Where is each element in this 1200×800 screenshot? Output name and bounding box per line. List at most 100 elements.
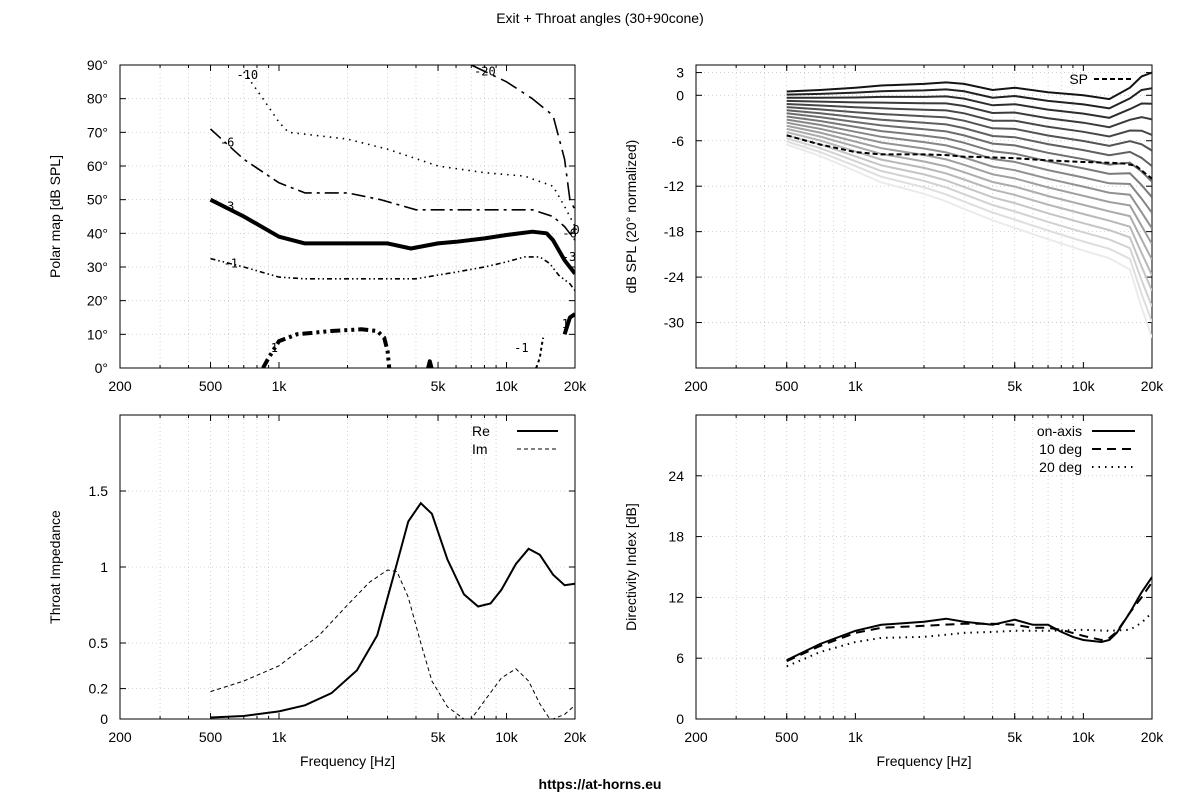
angle-response-line	[786, 134, 1152, 292]
angle-response-line	[786, 95, 1152, 119]
x-tick-label: 10k	[1072, 378, 1096, 394]
angle-response-line	[786, 99, 1152, 129]
contour-label: -3	[220, 199, 234, 213]
plot-frame	[695, 64, 1153, 369]
plot-frame	[695, 414, 1153, 720]
y-tick-label: -30	[664, 315, 684, 331]
angle-response-line	[786, 109, 1152, 167]
x-tick-label: 10k	[495, 729, 519, 745]
y-tick-label: 30°	[87, 259, 108, 275]
contour-label: 1	[271, 341, 278, 355]
y-tick-label: 0	[676, 711, 684, 727]
series-line-sp	[786, 134, 1152, 180]
contour-line	[470, 65, 575, 211]
y-tick-label: -6	[672, 133, 685, 149]
plot-frame	[119, 414, 576, 720]
contour-label: 0	[572, 223, 579, 237]
angle-response-line	[786, 106, 1152, 152]
x-axis-label: Frequency [Hz]	[877, 753, 972, 769]
angle-response-line	[786, 124, 1152, 245]
figure-title: Exit + Throat angles (30+90cone)	[496, 10, 704, 26]
legend-label: 20 deg	[1039, 459, 1082, 475]
legend-label: 10 deg	[1039, 441, 1082, 457]
angle-response-line	[786, 143, 1152, 339]
angle-response-line	[786, 118, 1152, 214]
x-tick-label: 1k	[848, 729, 864, 745]
contour-label: -1	[223, 257, 237, 271]
y-tick-label: -12	[664, 178, 684, 194]
y-axis-label: Directivity Index [dB]	[623, 503, 639, 631]
y-tick-label: 1	[100, 559, 108, 575]
chart-di: 200 500 1k 5k 10k 20k 0 6 12 18 24 Directivity Inde…	[623, 414, 1165, 769]
angle-response-line	[786, 71, 1152, 101]
contour-line	[209, 197, 575, 275]
y-axis-label: Throat Impedance	[47, 510, 63, 624]
chart-polar: 200 500 1k 5k 10k 20k 0° 10° 20° 30° 40° 50° 60° 70° 8…	[47, 57, 587, 394]
footer-url: https://at-horns.eu	[539, 776, 662, 792]
contour-line	[535, 337, 545, 368]
series-line-di	[786, 581, 1152, 663]
y-tick-label: 1.5	[89, 483, 109, 499]
angle-response-line	[786, 140, 1152, 323]
y-axis-label: dB SPL (20° normalized)	[623, 140, 639, 294]
x-tick-label: 5k	[431, 729, 447, 745]
x-tick-label: 20k	[1141, 378, 1165, 394]
x-tick-label: 500	[199, 378, 223, 394]
angle-response-line	[786, 115, 1152, 198]
y-tick-label: 0.2	[89, 681, 109, 697]
y-tick-label: 6	[676, 650, 684, 666]
contour-line	[426, 359, 434, 368]
x-tick-label: 20k	[1141, 729, 1165, 745]
x-tick-label: 500	[775, 729, 799, 745]
x-tick-label: 20k	[564, 378, 588, 394]
x-tick-label: 10k	[1072, 729, 1096, 745]
y-tick-label: 70°	[87, 124, 108, 140]
x-tick-label: 5k	[431, 378, 447, 394]
contour-line	[562, 312, 575, 335]
contour-line	[210, 256, 575, 292]
angle-response-line	[786, 103, 1152, 138]
series-line-di	[786, 576, 1152, 662]
x-tick-label: 20k	[564, 729, 588, 745]
series-line-re	[210, 501, 575, 719]
series-group	[210, 501, 575, 719]
x-tick-label: 1k	[272, 378, 288, 394]
series-line-im	[210, 569, 575, 719]
legend-label: Re	[472, 423, 490, 439]
angle-response-line	[786, 127, 1152, 261]
y-axis-label: Polar map [dB SPL]	[47, 155, 63, 278]
series-group	[209, 65, 575, 368]
y-tick-label: 0.5	[89, 635, 109, 651]
x-tick-label: 200	[108, 729, 132, 745]
x-tick-label: 1k	[272, 729, 288, 745]
x-axis-label: Frequency [Hz]	[300, 753, 395, 769]
y-tick-label: -24	[664, 269, 684, 285]
x-tick-label: 500	[199, 729, 223, 745]
y-tick-label: 24	[668, 468, 684, 484]
y-tick-label: 50°	[87, 192, 108, 208]
angle-response-line	[786, 131, 1152, 276]
y-tick-label: 10°	[87, 326, 108, 342]
contour-label: 1	[562, 317, 569, 331]
contour-label: -6	[220, 135, 234, 149]
contour-line	[209, 128, 575, 241]
series-line-di	[786, 611, 1152, 668]
contour-label: -3	[562, 250, 576, 264]
contour-line	[261, 327, 392, 368]
x-tick-label: 10k	[495, 378, 519, 394]
chart-spl: 200 500 1k 5k 10k 20k 3 0 -6 -12 -18 -24 -30 dB SPL (…	[623, 64, 1165, 394]
x-tick-label: 200	[684, 729, 708, 745]
contour-label: -10	[236, 68, 258, 82]
x-tick-label: 5k	[1007, 378, 1023, 394]
angle-response-line	[786, 137, 1152, 307]
y-tick-label: 18	[668, 529, 684, 545]
x-tick-label: 200	[108, 378, 132, 394]
y-tick-label: 0	[100, 711, 108, 727]
y-tick-label: 80°	[87, 91, 108, 107]
y-tick-label: -18	[664, 224, 684, 240]
plot-frame	[119, 64, 576, 369]
contour-line	[243, 71, 575, 227]
y-tick-label: 0°	[95, 360, 108, 376]
series-group	[786, 71, 1152, 339]
